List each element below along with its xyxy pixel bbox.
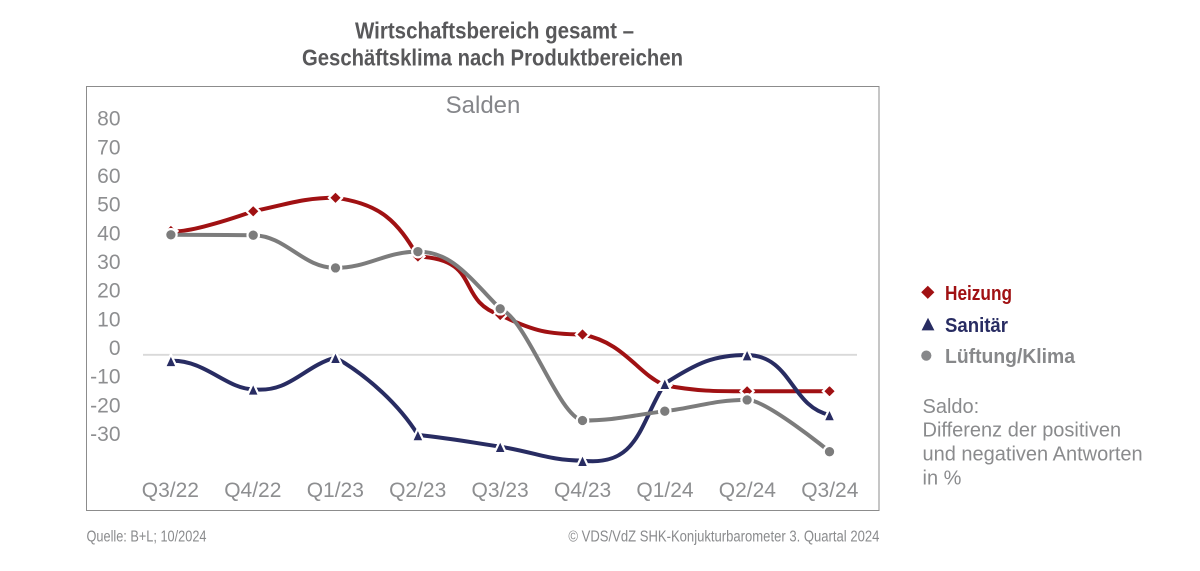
svg-text:Q3/22: Q3/22 xyxy=(142,479,199,502)
svg-text:Q3/24: Q3/24 xyxy=(801,479,859,502)
svg-text:Saldo:: Saldo: xyxy=(923,396,980,418)
svg-text:80: 80 xyxy=(97,108,120,131)
svg-text:Differenz der positiven: Differenz der positiven xyxy=(923,420,1122,442)
svg-text:10: 10 xyxy=(97,308,120,331)
svg-text:Q4/22: Q4/22 xyxy=(224,479,281,502)
svg-text:Q1/24: Q1/24 xyxy=(636,479,694,502)
svg-text:© VDS/VdZ SHK-Konjukturbaromet: © VDS/VdZ SHK-Konjukturbarometer 3. Quar… xyxy=(568,529,879,546)
svg-text:40: 40 xyxy=(97,222,120,245)
svg-text:Sanitär: Sanitär xyxy=(945,315,1008,337)
svg-text:Q1/23: Q1/23 xyxy=(307,479,364,502)
svg-text:Heizung: Heizung xyxy=(945,283,1012,305)
svg-text:20: 20 xyxy=(97,280,120,303)
svg-text:30: 30 xyxy=(97,251,120,274)
svg-text:-20: -20 xyxy=(90,394,120,417)
svg-text:-30: -30 xyxy=(90,423,120,446)
svg-text:Q2/23: Q2/23 xyxy=(389,479,446,502)
svg-text:Q2/24: Q2/24 xyxy=(719,479,777,502)
svg-text:in %: in % xyxy=(923,467,962,489)
svg-text:Lüftung/Klima: Lüftung/Klima xyxy=(945,346,1076,368)
svg-text:60: 60 xyxy=(97,165,120,188)
svg-text:50: 50 xyxy=(97,194,120,217)
svg-text:Quelle: B+L; 10/2024: Quelle: B+L; 10/2024 xyxy=(87,529,207,546)
svg-text:Geschäftsklima nach Produktber: Geschäftsklima nach Produktbereichen xyxy=(302,45,683,71)
svg-text:-10: -10 xyxy=(90,366,120,389)
svg-text:Q3/23: Q3/23 xyxy=(471,479,528,502)
svg-text:Q4/23: Q4/23 xyxy=(554,479,611,502)
svg-text:und negativen Antworten: und negativen Antworten xyxy=(923,444,1143,466)
svg-text:Wirtschaftsbereich gesamt –: Wirtschaftsbereich gesamt – xyxy=(355,18,634,44)
svg-text:Salden: Salden xyxy=(446,92,521,119)
svg-text:70: 70 xyxy=(97,136,120,159)
svg-text:0: 0 xyxy=(109,337,121,360)
